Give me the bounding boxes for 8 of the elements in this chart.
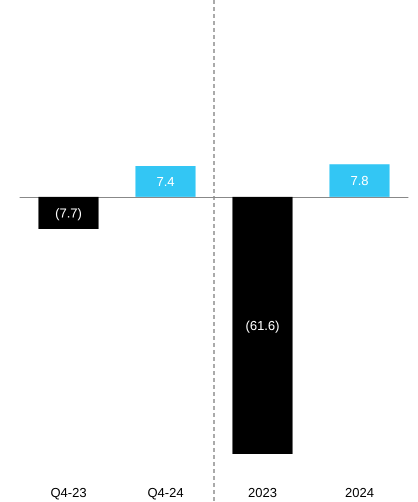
data-label: 7.8 [350, 173, 369, 188]
x-tick-label: Q4-23 [50, 485, 87, 500]
x-tick-label: Q4-24 [147, 485, 184, 500]
x-tick-label: 2024 [345, 485, 374, 500]
x-tick-label: 2023 [248, 485, 277, 500]
data-label: 7.4 [156, 174, 175, 189]
data-label: (7.7) [55, 205, 82, 220]
data-label: (61.6) [246, 318, 280, 333]
